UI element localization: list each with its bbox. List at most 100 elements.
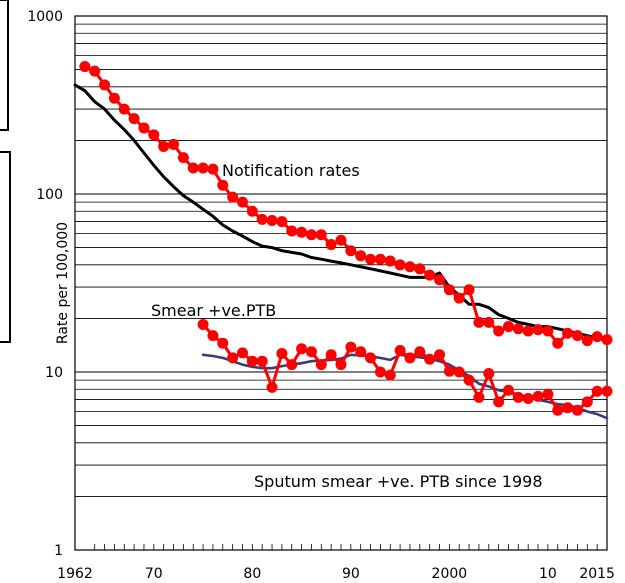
series-2-point-19 [384,369,396,381]
series-0-point-10 [177,152,189,164]
series-2-point-38 [571,404,583,416]
series-0-point-1 [89,65,101,77]
series-0-point-17 [246,205,258,217]
series-0-point-50 [571,330,583,342]
series-0-point-13 [207,163,219,175]
left-clipped-panels [0,0,11,343]
series-0-point-35 [424,269,436,281]
y-tick-labels: 1 10 100 1000 [27,9,63,559]
series-2-point-3 [227,352,239,364]
series-0-point-28 [355,250,367,262]
series-0-point-31 [384,255,396,267]
series-2-point-39 [581,396,593,408]
series-0-point-46 [532,324,544,336]
series-2-point-17 [365,352,377,364]
series-2-point-30 [493,396,505,408]
plot-frame [74,15,608,551]
series-2-point-26 [453,366,465,378]
series-0-point-30 [374,253,386,265]
series-0-point-48 [552,337,564,349]
series-0-point-14 [217,179,229,191]
left-clipped-box-bottom [0,151,11,343]
series-0-point-26 [335,234,347,246]
series-2-point-27 [463,374,475,386]
series-0-point-4 [118,103,130,115]
series-2-point-1 [207,330,219,342]
series-1-line [73,83,609,343]
series-2-point-18 [374,366,386,378]
series-0-point-42 [493,325,505,337]
series-0-point-41 [483,316,495,328]
series-2-point-20 [394,345,406,357]
series-0-point-20 [276,216,288,228]
x-tick-label-5: 10 [539,566,557,582]
series-0-point-39 [463,284,475,296]
series-2-point-10 [296,343,308,355]
series-0-point-43 [502,321,514,333]
x-tick-label-6: 2015 [579,566,615,582]
x-tick-label-1: 70 [145,566,163,582]
series-0-point-49 [562,327,574,339]
series-0-point-24 [315,229,327,241]
x-tick-label-0: 1962 [57,566,93,582]
series-2-point-6 [256,355,268,367]
series-2-point-13 [325,349,337,361]
series-2-point-14 [335,359,347,371]
series-0-point-51 [581,335,593,347]
series-0-point-44 [512,323,524,335]
y-tick-label-1: 10 [45,365,63,381]
series-0-point-2 [99,79,111,91]
x-tick-labels: 1962 70 80 90 2000 10 2015 [57,544,615,582]
series-2-point-32 [512,391,524,403]
series-2-point-24 [434,349,446,361]
series-0-point-52 [591,331,603,343]
series-2-point-21 [404,352,416,364]
series-0-point-38 [453,292,465,304]
annotation-sputum: Sputum smear +ve. PTB since 1998 [254,472,543,491]
y-axis-label: Rate per 100,000 [55,222,71,344]
series-0-point-33 [404,261,416,273]
annotation-notification: Notification rates [222,161,360,180]
series-2-point-8 [276,348,288,360]
series-0-point-9 [168,138,180,150]
series-2-point-4 [236,347,248,359]
series-0-point-16 [236,196,248,208]
series-2-point-25 [443,365,455,377]
series-2-point-22 [414,346,426,358]
series-2-point-11 [305,346,317,358]
series-0-point-47 [542,325,554,337]
series-2-point-16 [355,346,367,358]
series-2-point-34 [532,390,544,402]
series-2-point-36 [552,404,564,416]
series-2-point-2 [217,337,229,349]
y-tick-label-3: 1000 [27,9,63,25]
x-tick-label-3: 90 [342,566,360,582]
series-0-point-32 [394,259,406,271]
series-0-point-6 [138,122,150,134]
series-0-point-37 [443,284,455,296]
left-clipped-box-top [0,0,9,131]
series-2-point-31 [502,384,514,396]
series-2-point-41 [601,385,613,397]
series-2-point-15 [345,341,357,353]
series-0-point-8 [158,140,170,152]
series-0-point-18 [256,213,268,225]
series-2-point-28 [473,391,485,403]
series-0-point-40 [473,316,485,328]
y-tick-label-0: 1 [54,543,63,559]
series-0-point-29 [365,253,377,265]
series-2-point-23 [424,353,436,365]
series-0-point-15 [227,191,239,203]
series-2-point-29 [483,368,495,380]
series-0-point-34 [414,263,426,275]
series-2-point-33 [522,392,534,404]
series-0-point-23 [305,229,317,241]
series-0-point-21 [286,225,298,237]
series-layer [73,61,613,420]
series-0-point-36 [434,274,446,286]
series-0-point-25 [325,239,337,251]
x-tick-label-4: 2000 [432,566,468,582]
series-0-point-45 [522,325,534,337]
series-2-point-40 [591,385,603,397]
